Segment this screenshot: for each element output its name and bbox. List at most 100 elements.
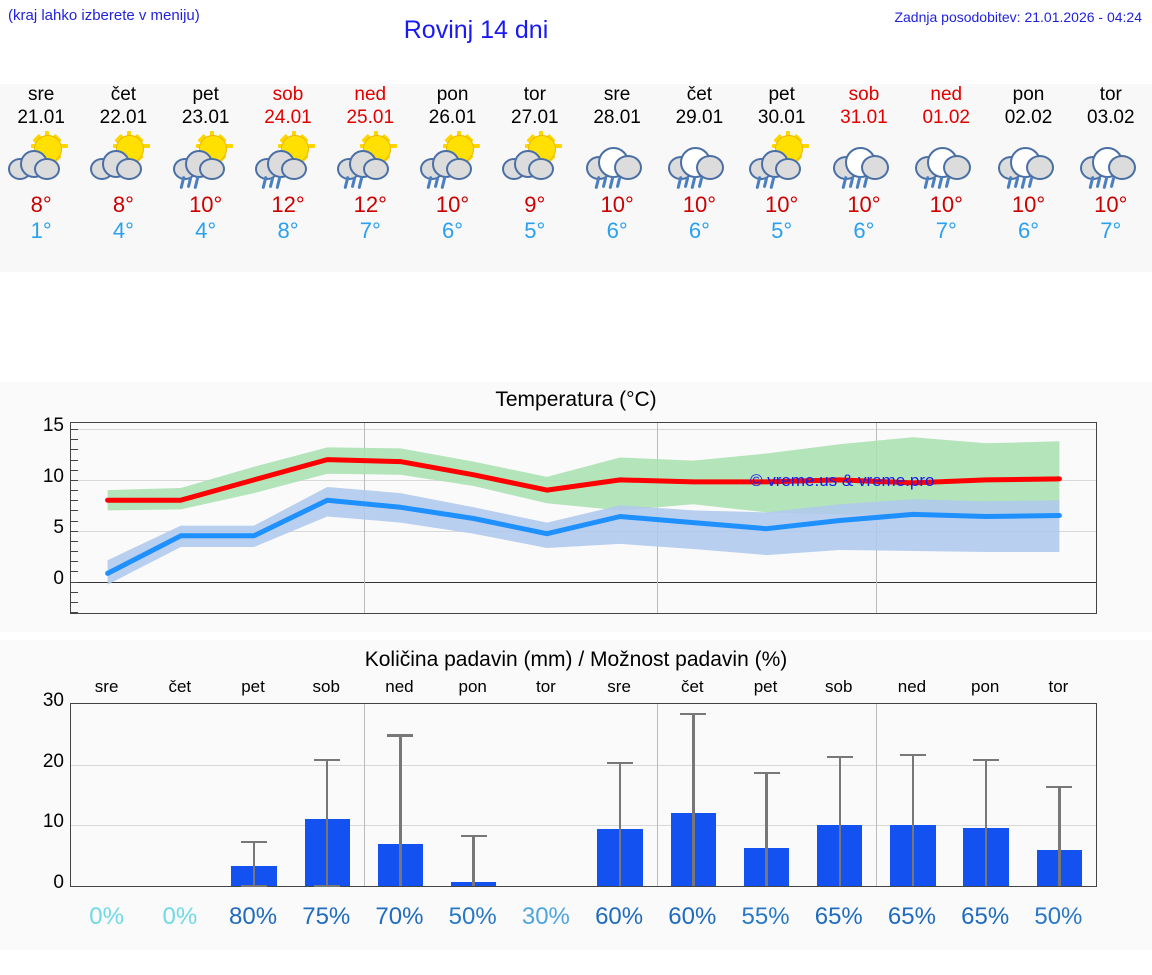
precip-probability-label: 70% [375,903,424,930]
forecast-day-column[interactable]: čet 22.01 8° 4° [82,84,164,272]
precip-error-bar [911,753,915,886]
rain-drop [1102,175,1109,190]
sun-ray [552,144,562,148]
forecast-day-column[interactable]: sob 24.01 12° 8° [247,84,329,272]
precip-error-cap-top [826,755,853,758]
temp-min: 5° [771,218,793,243]
forecast-day-column[interactable]: sob 31.01 10° 6° [823,84,905,272]
forecast-day-column[interactable]: ned 25.01 12° 7° [329,84,411,272]
rain-drop [615,176,622,189]
day-date: 23.01 [181,107,230,128]
cloud-blob [696,155,725,180]
temperature-plot-area [70,422,1097,614]
precip-day-label: pet [241,677,265,696]
rain-drop [937,175,944,190]
precip-error-bar [252,840,256,886]
page-header: (kraj lahko izberete v meniju) Rovinj 14… [0,0,1152,62]
precip-error-cap-top [607,761,634,765]
temperature-line-max [105,457,1062,503]
day-name: pon [436,84,469,105]
forecast-day-column[interactable]: pon 02.02 10° 6° [987,84,1069,272]
cloud-shape [337,146,390,180]
sun-ray [305,144,315,148]
day-date: 24.01 [264,107,312,128]
sun-cloud-rain-icon [333,131,407,190]
rain-drop [350,176,357,189]
day-name: tor [1099,84,1122,105]
temp-max: 10° [765,192,799,217]
sun-ray [799,144,809,148]
temp-min: 1° [30,218,52,243]
day-date: 21.01 [17,107,65,128]
day-name: tor [523,84,546,105]
precipitation-chart-title: Količina padavin (mm) / Možnost padavin … [364,648,788,671]
y-axis-label: 5 [53,516,64,538]
sun-ray [223,144,233,148]
precip-error-cap-top [460,835,487,838]
temp-max: 10° [1094,192,1128,217]
precip-error-bar [1058,785,1061,886]
precip-day-label: tor [1048,677,1069,696]
precip-probability-label: 60% [595,903,644,930]
gridline-horizontal [71,581,1096,583]
day-name: sob [848,84,880,105]
day-name: pon [1012,84,1045,105]
forecast-day-column[interactable]: pon 26.01 10° 6° [411,84,493,272]
precip-error-cap-top [1046,785,1073,789]
gridline-vertical [656,704,658,886]
sun-cloud-icon [4,131,78,190]
precip-error-bar [472,835,475,886]
precip-error-bar [618,761,622,886]
y-axis-tick [71,611,78,613]
day-name: ned [930,84,963,105]
gridline-horizontal [71,429,1096,431]
precipitation-chart: Količina padavin (mm) / Možnost padavin … [0,640,1152,950]
cloud-shape [913,146,972,180]
precip-day-label: sob [312,677,340,696]
forecast-day-column[interactable]: ned 01.02 10° 7° [905,84,987,272]
precip-error-cap-top [680,713,707,716]
sun-cloud-rain-icon [251,131,325,190]
forecast-day-column[interactable]: tor 27.01 9° 5° [494,84,576,272]
rain-drop [684,176,690,189]
sun-cloud-rain-icon [745,131,819,190]
precip-error-cap-bottom [314,885,341,888]
cloud-shape [584,146,643,180]
temp-max: 10° [682,192,717,217]
y-axis-tick [71,571,78,573]
cloud-shape [254,146,307,180]
precip-probability-label: 65% [887,903,936,930]
cloud-blob [116,158,143,180]
daily-forecast-strip: sre 21.01 8° 1° čet 22.01 8° 4° pet 23.01 10° 4° sob… [0,84,1152,272]
y-axis-tick [71,439,78,441]
precip-probability-label: 0% [89,903,124,930]
forecast-day-column[interactable]: sre 21.01 8° 1° [0,84,82,272]
temp-max: 8° [30,192,52,217]
day-date: 27.01 [511,107,559,128]
temp-min: 6° [853,218,875,243]
day-date: 26.01 [428,107,477,128]
rain-drop [1019,175,1027,190]
cloud-blob [1025,155,1054,180]
precip-day-label: pon [970,677,1000,696]
day-date: 02.02 [1004,107,1053,128]
sun-ray [388,144,398,148]
y-axis-tick [71,561,78,563]
day-name: ned [354,84,387,105]
forecast-day-column[interactable]: tor 03.02 10° 7° [1070,84,1152,272]
forecast-day-column[interactable]: pet 23.01 10° 4° [165,84,247,272]
y-axis-tick [71,510,78,512]
precip-probability-label: 50% [448,903,497,930]
forecast-day-column[interactable]: čet 29.01 10° 6° [658,84,740,272]
day-name: sre [603,84,631,105]
last-updated-text: Zadnja posodobitev: 21.01.2026 - 04:24 [894,9,1142,25]
forecast-day-column[interactable]: pet 30.01 10° 5° [741,84,823,272]
precipitation-plot-area [70,703,1097,888]
day-date: 30.01 [757,107,806,128]
rain-drop [944,176,951,189]
forecast-day-column[interactable]: sre 28.01 10° 6° [576,84,658,272]
temp-min: 4° [195,218,217,243]
cloud-shape [748,146,801,180]
precip-day-label: tor [535,677,556,696]
precip-error-bar [399,734,402,886]
